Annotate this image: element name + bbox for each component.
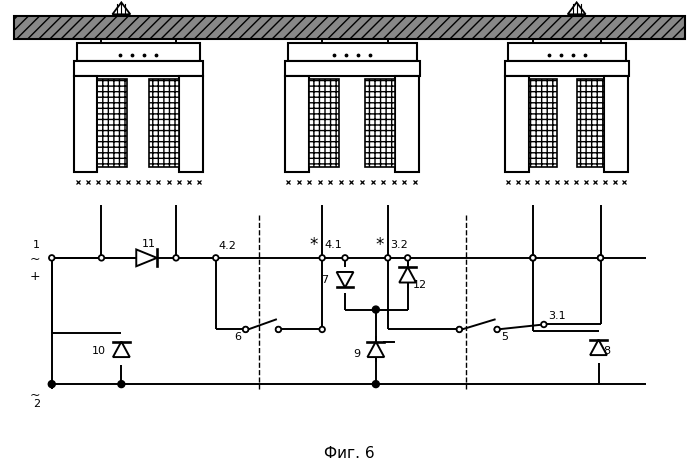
Circle shape [48, 381, 55, 388]
Circle shape [456, 327, 462, 332]
Circle shape [319, 255, 325, 260]
Text: ~: ~ [29, 253, 40, 267]
Circle shape [405, 255, 410, 260]
Circle shape [495, 327, 500, 332]
Bar [508, 43, 626, 61]
Text: 5: 5 [501, 333, 508, 342]
Text: Фиг. 6: Фиг. 6 [324, 446, 375, 461]
Bar [505, 76, 529, 172]
Bar [73, 61, 203, 76]
Circle shape [243, 327, 248, 332]
Polygon shape [113, 341, 130, 357]
Circle shape [49, 255, 55, 260]
Text: *: * [310, 236, 318, 254]
Circle shape [343, 255, 348, 260]
Circle shape [173, 255, 179, 260]
Circle shape [49, 382, 55, 387]
Text: +: + [29, 270, 40, 283]
Circle shape [243, 327, 248, 332]
Bar [289, 43, 417, 61]
Text: 1: 1 [33, 240, 40, 250]
Circle shape [213, 255, 219, 260]
Polygon shape [337, 272, 354, 287]
Text: 4.2: 4.2 [219, 241, 237, 251]
Text: 6: 6 [235, 333, 242, 342]
Circle shape [275, 327, 281, 332]
Text: 10: 10 [92, 346, 106, 357]
Circle shape [530, 255, 535, 260]
Circle shape [373, 381, 380, 388]
Bar [149, 79, 179, 167]
Bar [285, 76, 309, 172]
Circle shape [319, 327, 325, 332]
Bar [14, 16, 685, 39]
Circle shape [530, 255, 535, 260]
Polygon shape [368, 341, 384, 357]
Circle shape [457, 327, 462, 332]
Circle shape [385, 255, 391, 260]
Circle shape [276, 327, 281, 332]
Circle shape [598, 255, 603, 260]
Circle shape [541, 322, 547, 327]
Polygon shape [568, 2, 586, 14]
Text: 3.1: 3.1 [548, 310, 565, 321]
Bar [73, 76, 97, 172]
Polygon shape [113, 2, 130, 14]
Text: *: * [375, 236, 384, 254]
Polygon shape [399, 267, 416, 283]
Text: 4.1: 4.1 [324, 240, 342, 250]
Polygon shape [136, 250, 157, 266]
Text: 7: 7 [321, 275, 328, 285]
Circle shape [99, 255, 104, 260]
Bar [505, 61, 629, 76]
Circle shape [598, 255, 603, 260]
Text: 8: 8 [603, 346, 611, 357]
Text: 12: 12 [412, 280, 427, 290]
Bar [577, 79, 605, 167]
Bar [309, 79, 339, 167]
Bar [285, 61, 419, 76]
Bar [365, 79, 395, 167]
Bar [77, 43, 200, 61]
Text: 9: 9 [353, 349, 360, 359]
Circle shape [118, 381, 125, 388]
Text: 3.2: 3.2 [390, 240, 408, 250]
Polygon shape [590, 340, 607, 355]
Bar [395, 76, 419, 172]
Text: 2: 2 [33, 399, 40, 409]
Circle shape [494, 327, 500, 332]
Text: 11: 11 [142, 239, 156, 249]
Bar [605, 76, 628, 172]
Bar [529, 79, 557, 167]
Circle shape [373, 306, 380, 313]
Text: ~: ~ [29, 389, 40, 402]
Bar [179, 76, 203, 172]
Bar [97, 79, 127, 167]
